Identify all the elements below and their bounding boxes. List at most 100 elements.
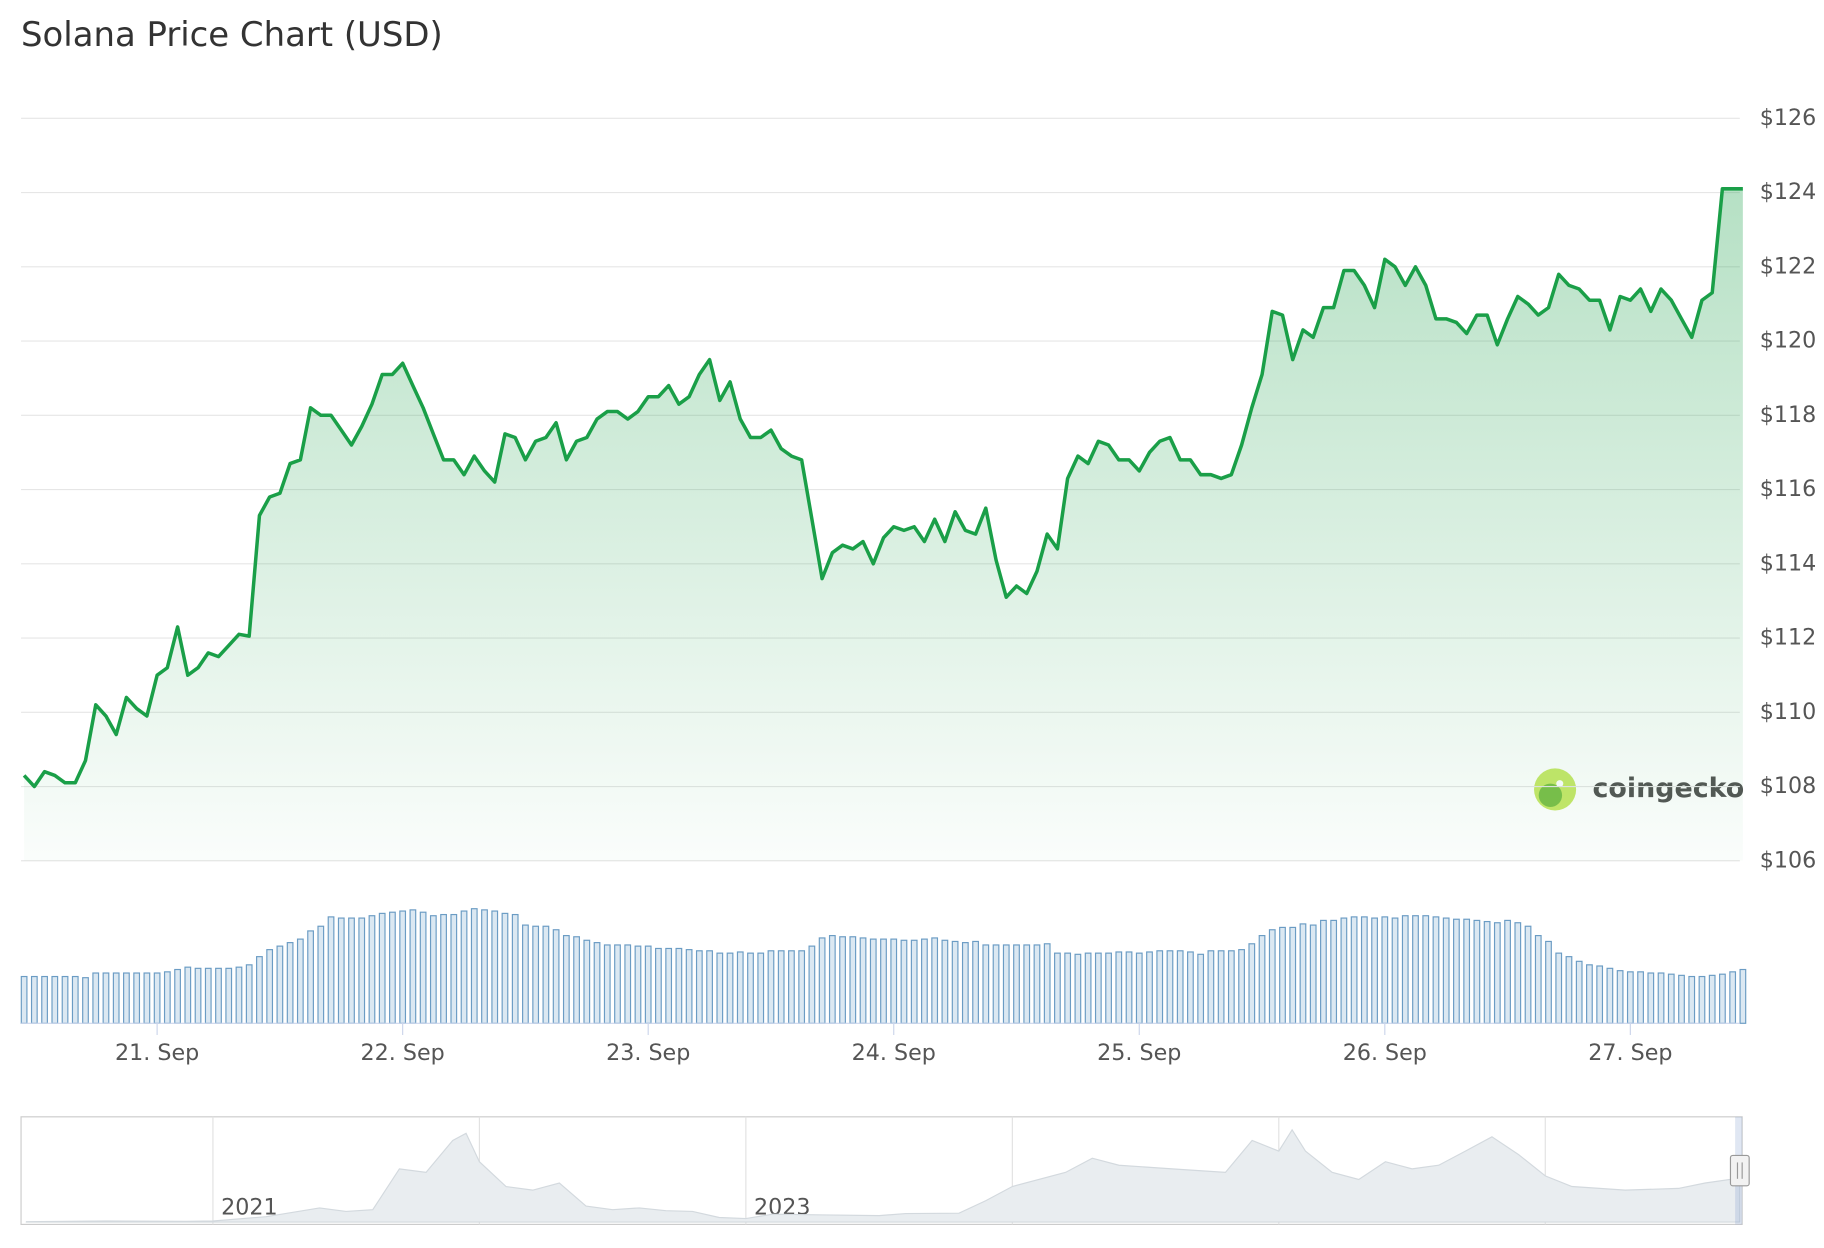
volume-bar [1125,951,1133,1024]
volume-bar [1493,922,1501,1024]
volume-bar [409,909,417,1024]
volume-bar [82,977,89,1024]
y-tick-label: $120 [1760,328,1817,354]
volume-bar [1350,916,1358,1024]
volume-bar [317,925,325,1024]
chart-title: Solana Price Chart (USD) [21,15,443,54]
volume-bar [378,912,386,1024]
volume-bar [358,917,366,1024]
volume-bar [41,975,48,1024]
volume-bar [757,952,765,1024]
volume-bar [1176,950,1184,1024]
volume-bar [174,968,181,1024]
volume-bar [1094,952,1102,1024]
volume-bar [1504,919,1511,1024]
volume-bar [1371,917,1378,1024]
volume-bar [941,939,949,1024]
volume-bar [849,936,857,1024]
volume-bar [429,915,437,1024]
volume-bar [522,924,529,1024]
volume-bar [389,911,396,1024]
volume-bar [1279,926,1286,1024]
volume-bar [61,975,69,1024]
volume-bar [972,940,979,1024]
volume-bar [736,951,744,1024]
y-tick-label: $106 [1760,847,1817,873]
volume-bar [1626,971,1634,1024]
volume-bar [1647,972,1655,1024]
volume-bar [1043,943,1051,1024]
volume-bar [1268,929,1276,1024]
volume-bar [307,930,314,1024]
volume-bar [1084,952,1092,1024]
volume-bar [71,975,79,1024]
volume-bar [1534,935,1542,1024]
volume-bar [542,925,550,1024]
volume-bar [368,915,376,1024]
volume-bar [1657,972,1665,1024]
volume-bar [225,967,233,1024]
volume-bar [20,975,28,1024]
price-line [22,187,1743,789]
y-tick-label: $108 [1760,773,1817,799]
volume-bar [1565,956,1573,1024]
volume-bar [1575,960,1583,1024]
volume-bar [256,956,263,1024]
volume-bar [102,972,110,1024]
volume-bar [1719,973,1726,1024]
volume-bar [1708,974,1716,1024]
volume-bar [143,972,151,1024]
y-tick-label: $114 [1760,550,1817,576]
volume-bar [1207,950,1215,1024]
volume-bar [992,944,1000,1024]
volume-bar [266,949,274,1024]
volume-bar [931,937,939,1024]
y-tick-label: $112 [1760,625,1817,651]
volume-bar [685,949,693,1024]
volume-bar [1637,971,1644,1024]
volume-bar [1401,915,1409,1024]
volume-bar [726,952,734,1024]
volume-bar [245,964,253,1024]
volume-bar [30,975,38,1024]
volume-bar [839,936,846,1024]
volume-bar [634,945,642,1024]
volume-bar [706,950,713,1024]
x-tick-label: 24. Sep [852,1040,936,1066]
volume-bar [327,916,335,1024]
volume-bar [951,940,959,1024]
volume-bar [859,937,867,1024]
volume-bar [1698,975,1706,1024]
volume-bar [1299,923,1307,1024]
volume-bar [1412,915,1419,1024]
volume-bar [1309,924,1317,1024]
volume-bar [1054,952,1061,1024]
volume-bar [1135,952,1143,1024]
volume-bar [1586,964,1593,1024]
volume-bar [460,910,468,1024]
volume-bar [614,944,621,1024]
volume-bar [337,917,345,1024]
volume-bar [665,947,673,1024]
volume-bar [1432,916,1440,1024]
volume-bar [1555,952,1563,1024]
volume-bar [1729,971,1737,1024]
volume-bar [1187,951,1194,1024]
volume-bar [1360,916,1368,1024]
navigator-handle[interactable] [1729,1154,1750,1187]
volume-bar [552,929,560,1024]
volume-bar [900,939,908,1024]
volume-bar [1146,951,1153,1024]
x-tick-label: 27. Sep [1588,1040,1672,1066]
volume-bar [1483,920,1491,1024]
volume-bar [215,967,222,1024]
volume-bar [1463,918,1471,1024]
volume-bar [1105,952,1112,1024]
volume-bar [1739,968,1747,1024]
volume-bar [818,937,826,1024]
volume-bar [501,912,509,1024]
volume-bar [1616,970,1624,1024]
volume-bar [92,972,100,1024]
